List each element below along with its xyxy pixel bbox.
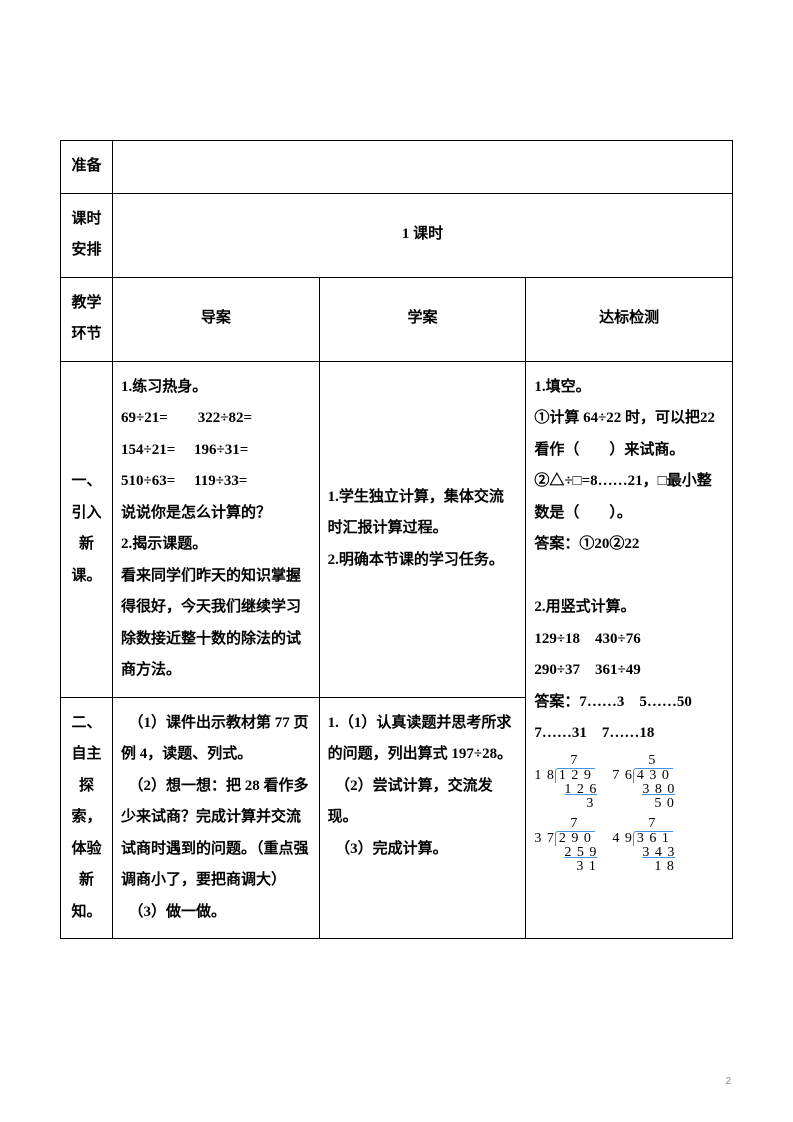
guide-sec2: （1）课件出示教材第 77 页例 4，读题、列式。 （2）想一想：把 28 看作… xyxy=(113,697,320,939)
student-sec2: 1.（1）认真读题并思考所求的问题，列出算式 197÷28。 （2）尝试计算，交… xyxy=(319,697,526,939)
header-student: 学案 xyxy=(319,277,526,361)
lesson-plan-table: 准备 课时安排 1 课时 教学环节 导案 学案 达标检测 一、引入新课。 1.练… xyxy=(60,140,733,939)
division-diagrams: 71 81 2 91 2 63 57 64 3 03 8 05 0 73 72 9 … xyxy=(534,754,724,874)
long-division: 73 72 9 02 5 93 1 xyxy=(534,817,597,874)
guide-sec1: 1.练习热身。 69÷21= 322÷82= 154÷21= 196÷31= 5… xyxy=(113,361,320,697)
row-header: 教学环节 导案 学案 达标检测 xyxy=(61,277,733,361)
page-number: 2 xyxy=(725,1076,731,1087)
label-period: 课时安排 xyxy=(61,193,113,277)
label-sec2: 二、自主探索，体验新知。 xyxy=(61,697,113,939)
header-guide: 导案 xyxy=(113,277,320,361)
long-division: 57 64 3 03 8 05 0 xyxy=(612,754,675,811)
row-section1: 一、引入新课。 1.练习热身。 69÷21= 322÷82= 154÷21= 1… xyxy=(61,361,733,697)
content-period: 1 课时 xyxy=(113,193,733,277)
header-check: 达标检测 xyxy=(526,277,733,361)
check-cell: 1.填空。 ①计算 64÷22 时，可以把22 看作（ ）来试商。 ②△÷□=8… xyxy=(526,361,733,939)
content-prep xyxy=(113,141,733,194)
row-prep: 准备 xyxy=(61,141,733,194)
check-text: 1.填空。 ①计算 64÷22 时，可以把22 看作（ ）来试商。 ②△÷□=8… xyxy=(534,372,724,750)
student-sec1: 1.学生独立计算，集体交流时汇报计算过程。 2.明确本节课的学习任务。 xyxy=(319,361,526,697)
long-division: 71 81 2 91 2 63 xyxy=(534,754,597,811)
row-period: 课时安排 1 课时 xyxy=(61,193,733,277)
label-prep: 准备 xyxy=(61,141,113,194)
label-sec1: 一、引入新课。 xyxy=(61,361,113,697)
long-division: 74 93 6 13 4 31 8 xyxy=(612,817,675,874)
label-env: 教学环节 xyxy=(61,277,113,361)
